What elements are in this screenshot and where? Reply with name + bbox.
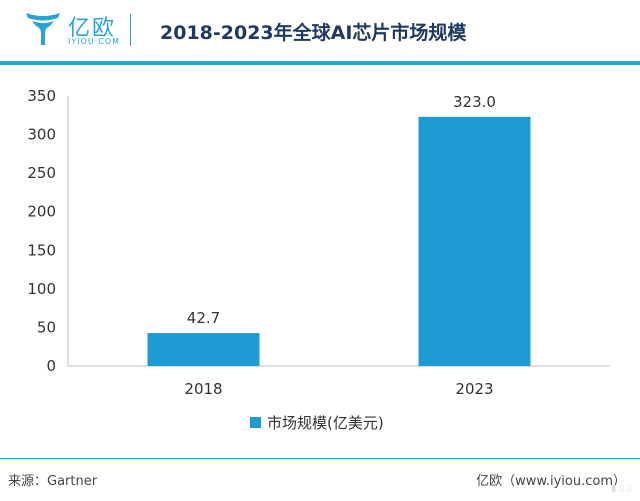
header: 亿欧 IYIOU·COM 2018-2023年全球AI芯片市场规模 [0,0,640,60]
legend: 市场规模(亿美元) [250,412,384,432]
data-label: 323.0 [453,93,496,111]
watermark: ▮ ▯ ▯ [611,484,632,494]
source-text: 来源：Gartner [8,474,98,489]
y-tick-label: 150 [27,241,56,259]
yiou-logo-icon [26,13,60,45]
chart-title: 2018-2023年全球AI芯片市场规模 [160,22,467,44]
bar-chart: 0 50 100 150 200 250 300 350 42.7 2018 323.0 2023 [27,87,610,398]
legend-swatch [250,416,261,428]
x-tick-label: 2018 [184,380,222,398]
y-tick-label: 350 [27,87,56,105]
data-label: 42.7 [187,309,220,327]
logo-chinese-text: 亿欧 [68,16,117,41]
legend-label: 市场规模(亿美元) [267,413,384,432]
y-tick-label: 100 [27,280,56,298]
y-tick-label: 300 [27,126,56,144]
header-divider [130,14,131,46]
x-tick-label: 2023 [455,380,493,398]
y-tick-label: 50 [37,318,56,336]
logo-english-text: IYIOU·COM [68,37,121,46]
bar [418,116,531,366]
y-tick-label: 200 [27,203,56,221]
bar [147,333,260,366]
site-text: 亿欧（www.iyiou.com） [476,474,626,489]
header-band [0,61,640,65]
y-tick-label: 250 [27,164,56,182]
y-tick-label: 0 [46,357,56,375]
footer-divider [0,458,640,459]
